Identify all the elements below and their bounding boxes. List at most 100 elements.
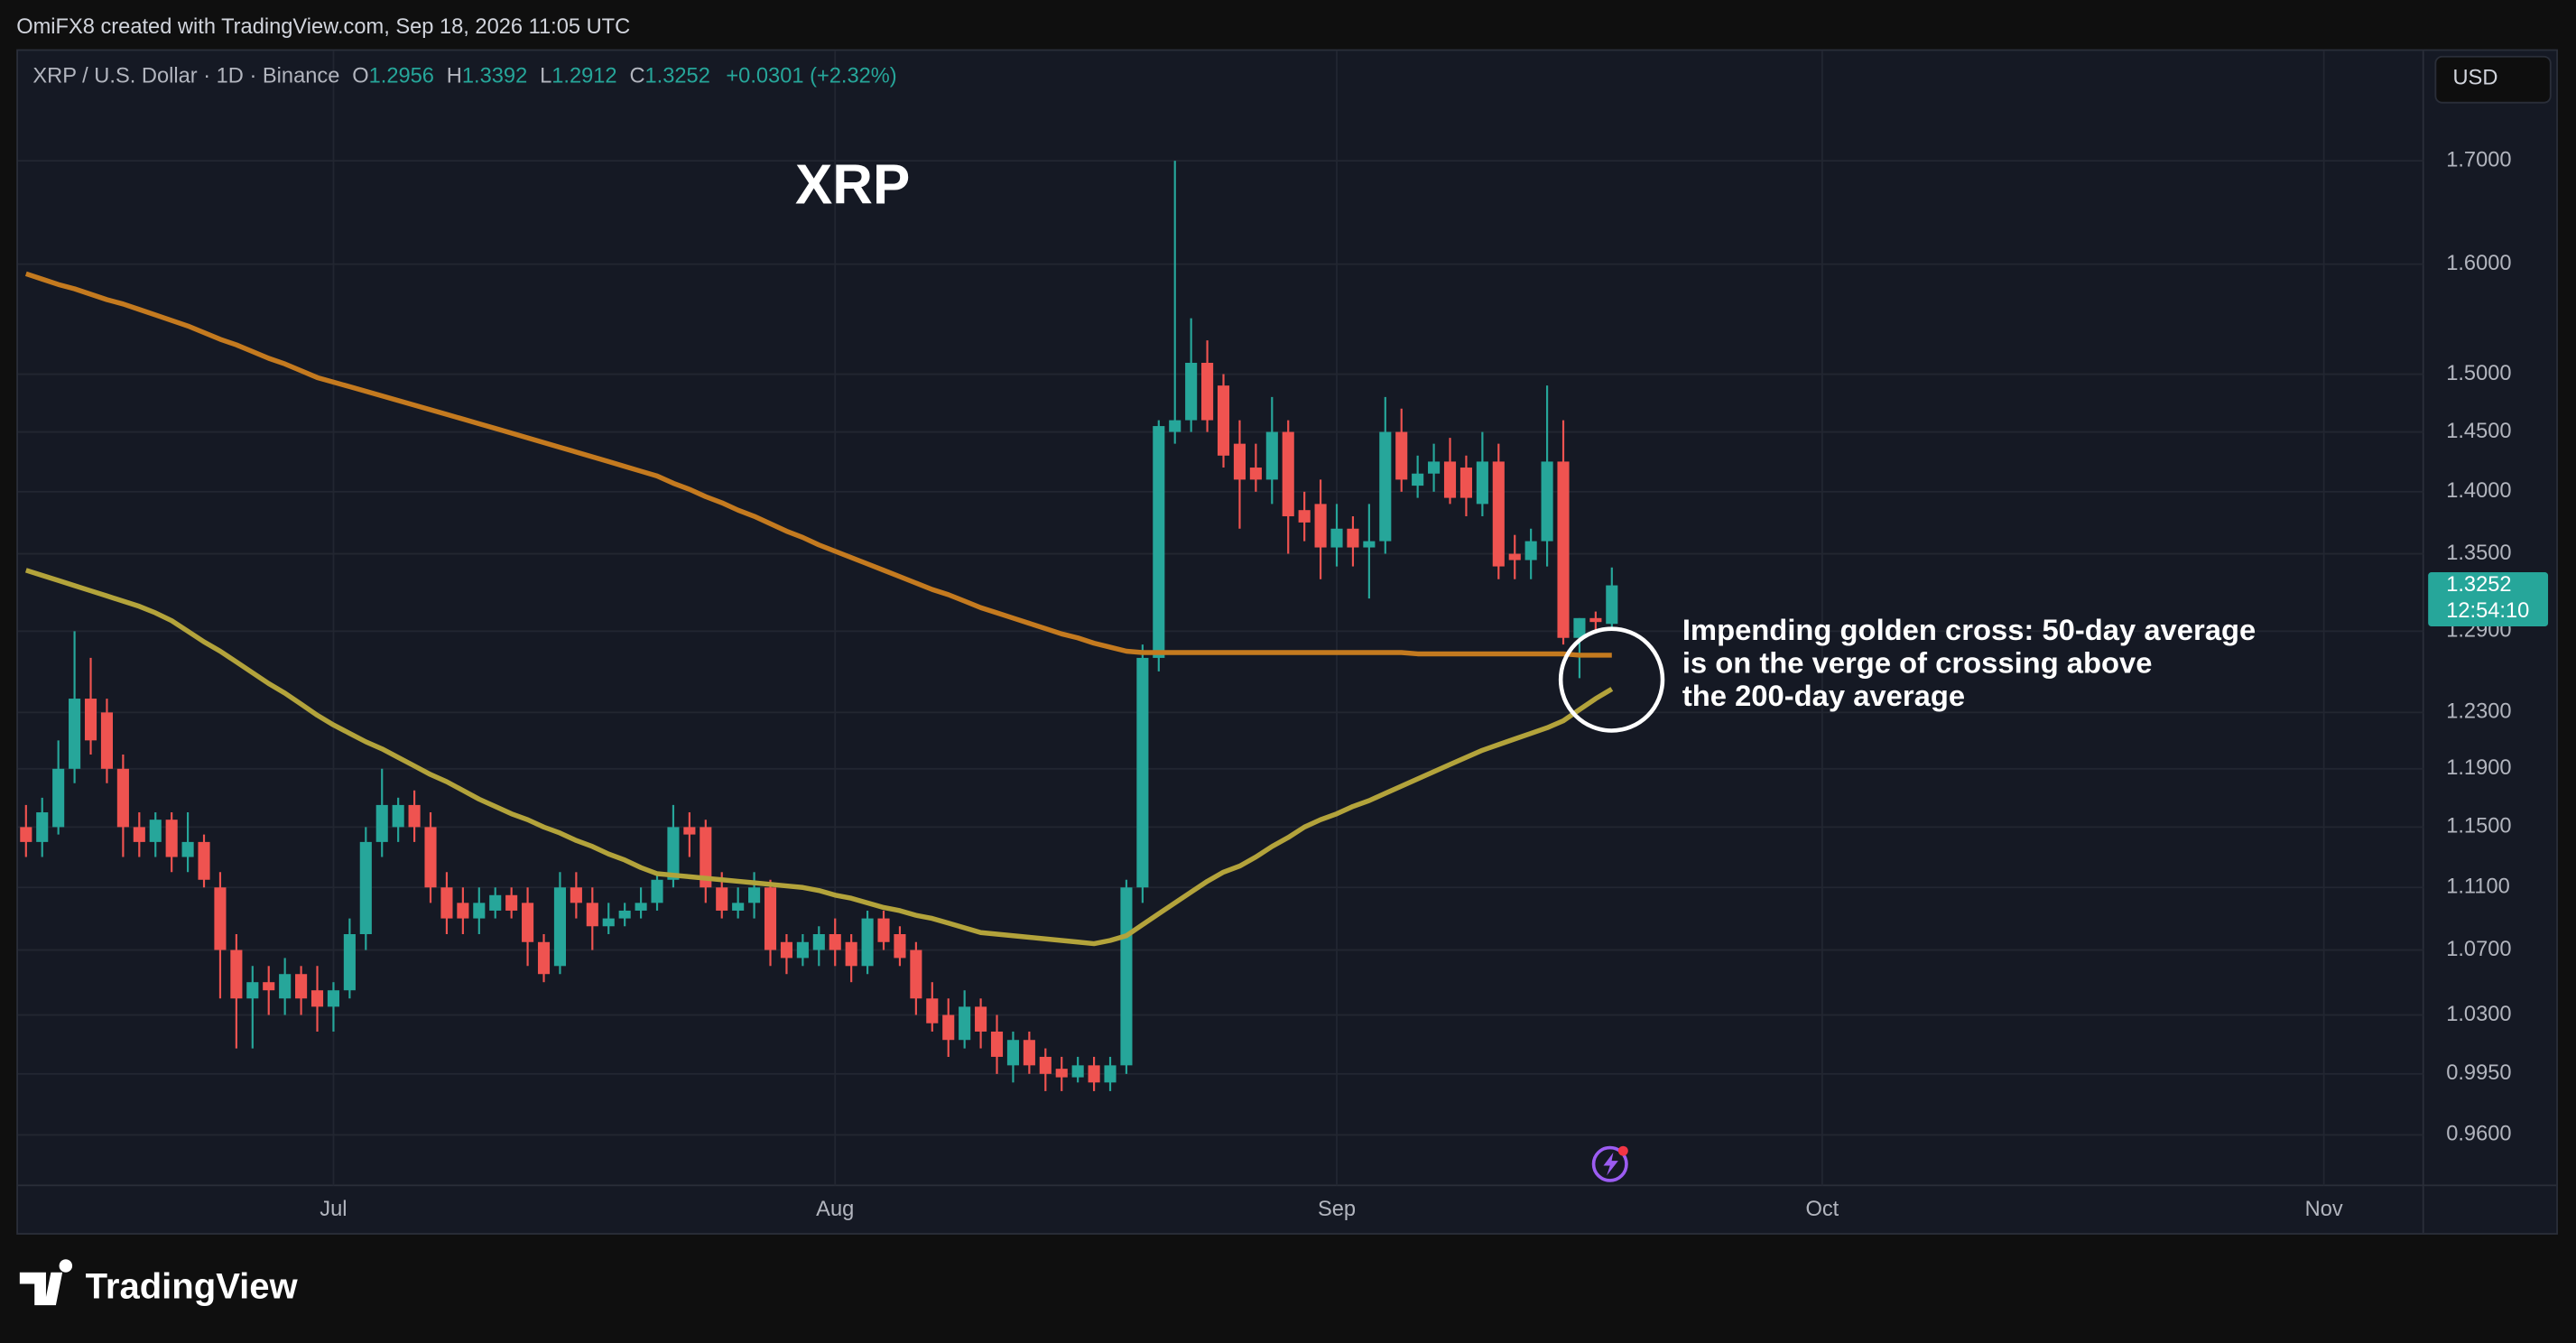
- currency-label[interactable]: USD: [2452, 67, 2497, 90]
- candle-body: [926, 998, 939, 1023]
- candle-body: [359, 841, 372, 934]
- candle-body: [959, 1006, 971, 1041]
- candle-body: [780, 941, 792, 959]
- candle-body: [457, 903, 469, 919]
- candle-body: [181, 841, 194, 857]
- annotation-circle: [1558, 626, 1665, 733]
- candle-body: [845, 941, 857, 967]
- candle-body: [1233, 443, 1246, 480]
- lightning-icon[interactable]: [1591, 1145, 1628, 1182]
- legend-value: 1.3392: [462, 65, 527, 88]
- legend-value: 1.2912: [551, 65, 616, 88]
- candle-body: [295, 974, 308, 999]
- candle-body: [586, 903, 598, 927]
- currency-button[interactable]: [2434, 55, 2552, 104]
- candle-body: [602, 918, 615, 927]
- candle-body: [1201, 362, 1214, 421]
- y-tick-label: 1.0700: [2446, 938, 2511, 961]
- last-price-label: 1.3252: [2446, 573, 2511, 597]
- annotation: Impending golden cross: 50-day average i…: [1682, 613, 2256, 712]
- icon-bolt[interactable]: [1603, 1152, 1618, 1176]
- candle-body: [1524, 541, 1537, 560]
- candle-body: [327, 990, 339, 1007]
- candle-body: [310, 990, 324, 1007]
- candle-body: [36, 812, 49, 842]
- candle-body: [975, 1006, 987, 1032]
- icon-dot[interactable]: [1617, 1145, 1628, 1156]
- candle-body: [1006, 1040, 1019, 1066]
- candle-body: [214, 887, 227, 950]
- candle-body: [165, 820, 178, 857]
- candle-body: [263, 982, 275, 991]
- candle-body: [375, 804, 388, 842]
- candle-body: [1459, 468, 1472, 498]
- candle-body: [1492, 461, 1505, 567]
- candle-body: [343, 933, 356, 991]
- legend-value: 1.3252: [645, 65, 710, 88]
- candle-body: [764, 887, 777, 950]
- candle-body: [133, 827, 145, 842]
- annotation-line: the 200-day average: [1682, 679, 1965, 712]
- candle-body: [1508, 553, 1521, 560]
- candle-body: [1412, 473, 1424, 486]
- y-tick-label: 1.1900: [2446, 756, 2511, 780]
- attribution: OmiFX8 created with TradingView.com, Sep…: [16, 15, 630, 39]
- legend-change: +0.0301 (+2.32%): [726, 65, 896, 88]
- candle-body: [570, 887, 582, 903]
- candle-body: [732, 903, 745, 911]
- candle-body: [100, 712, 113, 769]
- y-tick-label: 1.0300: [2446, 1003, 2511, 1026]
- candle-body: [1039, 1056, 1052, 1074]
- y-tick-label: 1.5000: [2446, 362, 2511, 385]
- y-tick-label: 1.4500: [2446, 420, 2511, 443]
- y-tick-label: 1.1500: [2446, 815, 2511, 838]
- y-tick-label: 1.7000: [2446, 148, 2511, 171]
- candle-body: [1071, 1065, 1084, 1078]
- y-tick-label: 1.3500: [2446, 542, 2511, 565]
- candle-body: [553, 887, 566, 967]
- candle-body: [489, 894, 502, 911]
- moving-average-line: [24, 568, 1614, 947]
- candle-body: [1589, 617, 1602, 623]
- candle-body: [1606, 585, 1618, 625]
- candle-body: [1541, 461, 1553, 542]
- candle-body: [1088, 1065, 1100, 1083]
- legend-key: O: [352, 65, 368, 88]
- x-tick-label: Nov: [2305, 1198, 2343, 1221]
- icon-ring[interactable]: [1591, 1145, 1628, 1182]
- candle-body: [1153, 426, 1165, 658]
- candle-body: [748, 887, 761, 903]
- candle-body: [683, 827, 696, 835]
- y-tick-label: 1.6000: [2446, 252, 2511, 275]
- annotation-line: is on the verge of crossing above: [1682, 645, 2153, 679]
- candle-body: [651, 879, 663, 903]
- candle-body: [1282, 431, 1294, 517]
- candle-body: [716, 887, 728, 911]
- candle-body: [618, 910, 631, 919]
- candle-body: [440, 887, 453, 919]
- x-tick-label: Sep: [1318, 1198, 1356, 1221]
- candle-body: [69, 699, 81, 769]
- candle-body: [861, 918, 874, 967]
- candle-body: [1379, 431, 1392, 542]
- chart-title: XRP: [795, 154, 910, 217]
- legend-key: C: [629, 65, 644, 88]
- candle-body: [1136, 657, 1149, 888]
- candle-body: [1347, 528, 1359, 548]
- candle-body: [1428, 461, 1441, 474]
- candle-body: [1185, 362, 1198, 421]
- logo: TradingView: [19, 1259, 299, 1307]
- candle-body: [1265, 431, 1278, 480]
- moving-average-line: [24, 271, 1612, 658]
- candle-body: [910, 949, 922, 999]
- candle-body: [829, 933, 841, 950]
- candle-body: [1217, 385, 1230, 456]
- candle-body: [424, 827, 437, 888]
- candle-body: [1395, 431, 1408, 480]
- candle-body: [1120, 887, 1133, 1066]
- candle-body: [84, 699, 97, 741]
- candle-body: [230, 949, 243, 999]
- logo-mark: [19, 1259, 73, 1306]
